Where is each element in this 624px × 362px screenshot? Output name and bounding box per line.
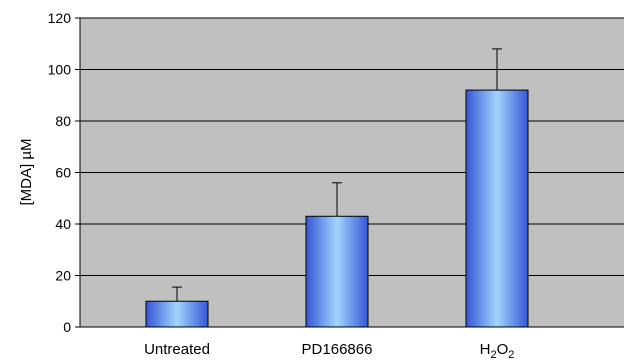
y-axis-title: [MDA] µM: [18, 139, 35, 206]
x-category-label: PD166866: [302, 341, 373, 358]
y-tick-label: 20: [55, 268, 71, 284]
bar: [465, 89, 529, 328]
y-tick-label: 40: [55, 216, 71, 232]
x-category-label: Untreated: [144, 341, 210, 358]
x-category-label: H2O2: [480, 341, 515, 361]
y-tick-label: 80: [55, 113, 71, 129]
y-tick-label: 0: [63, 319, 71, 335]
y-tick-label: 60: [55, 165, 71, 181]
bar: [145, 300, 209, 328]
x-axis-labels: Untreated PD166866 H2O2: [144, 341, 514, 361]
y-tick-label: 100: [48, 62, 72, 78]
error-bars: [172, 48, 502, 302]
y-tick-label: 120: [48, 10, 72, 26]
bars: [145, 89, 529, 328]
bar: [305, 215, 369, 328]
